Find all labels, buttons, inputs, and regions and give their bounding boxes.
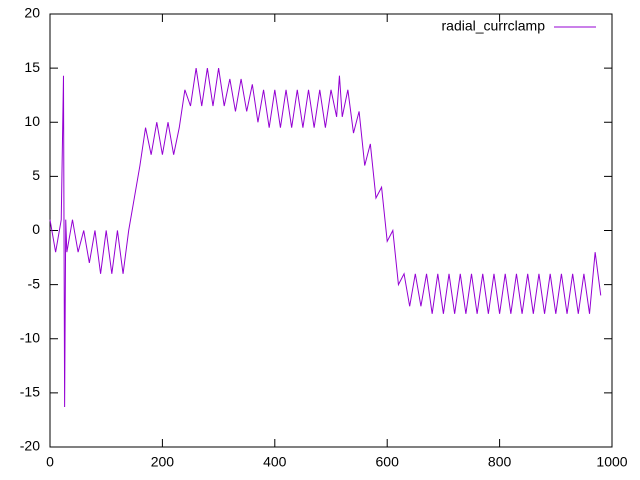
legend-label: radial_currclamp <box>442 18 546 34</box>
y-tick-label: 0 <box>32 221 40 237</box>
x-tick-label: 200 <box>151 454 175 470</box>
data-line <box>49 68 602 407</box>
y-tick-label: -10 <box>20 329 40 345</box>
x-tick-label: 0 <box>46 454 54 470</box>
y-tick-label: 5 <box>32 167 40 183</box>
plot-frame <box>49 13 613 448</box>
y-tick-label: 20 <box>24 5 40 21</box>
x-tick-label: 800 <box>488 454 512 470</box>
y-tick-label: -5 <box>28 275 41 291</box>
x-tick-label: 1000 <box>596 454 627 470</box>
y-tick-label: 10 <box>24 113 40 129</box>
x-tick-label: 400 <box>263 454 287 470</box>
y-tick-label: -15 <box>20 384 40 400</box>
y-tick-label: 15 <box>24 59 40 75</box>
x-tick-label: 600 <box>376 454 400 470</box>
y-tick-label: -20 <box>20 438 40 454</box>
